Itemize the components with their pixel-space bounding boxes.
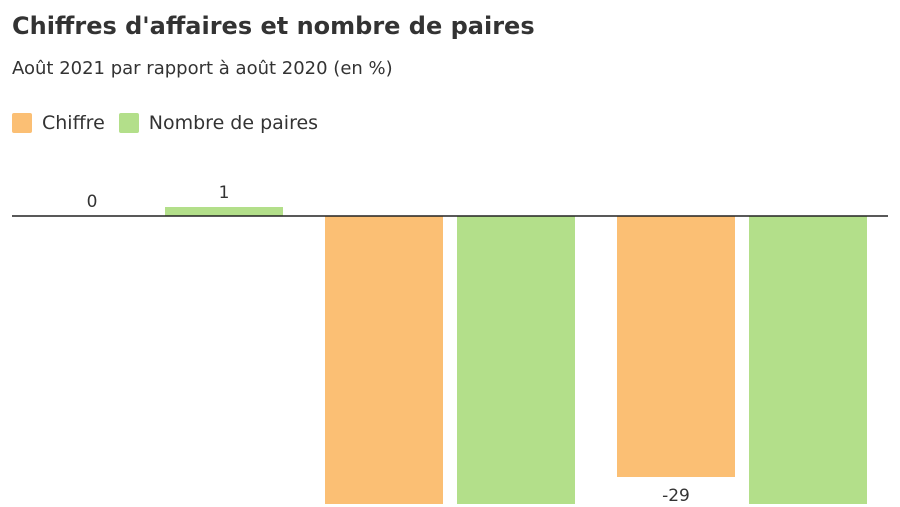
legend-swatch-chiffre bbox=[12, 113, 32, 133]
legend: Chiffre Nombre de paires bbox=[12, 112, 332, 134]
bar-nombre-de-paires-0[interactable] bbox=[165, 207, 283, 216]
legend-item-nombre-de-paires[interactable]: Nombre de paires bbox=[118, 112, 319, 134]
chart-subtitle: Août 2021 par rapport à août 2020 (en %) bbox=[12, 58, 393, 79]
legend-label-nombre-de-paires: Nombre de paires bbox=[148, 112, 319, 134]
data-label-chiffre-0: 0 bbox=[87, 192, 98, 212]
legend-item-chiffre[interactable]: Chiffre bbox=[12, 112, 105, 134]
bar-nombre-de-paires-1[interactable] bbox=[457, 216, 575, 504]
chart-title: Chiffres d'affaires et nombre de paires bbox=[12, 12, 535, 40]
data-label-chiffre-2: -29 bbox=[662, 486, 690, 506]
legend-label-chiffre: Chiffre bbox=[42, 112, 105, 134]
bar-chiffre-2[interactable] bbox=[617, 216, 735, 477]
bar-nombre-de-paires-2[interactable] bbox=[749, 216, 867, 504]
data-label-nombre-de-paires-0: 1 bbox=[219, 183, 230, 203]
bar-chiffre-1[interactable] bbox=[325, 216, 443, 504]
legend-swatch-nombre-de-paires bbox=[118, 113, 139, 133]
